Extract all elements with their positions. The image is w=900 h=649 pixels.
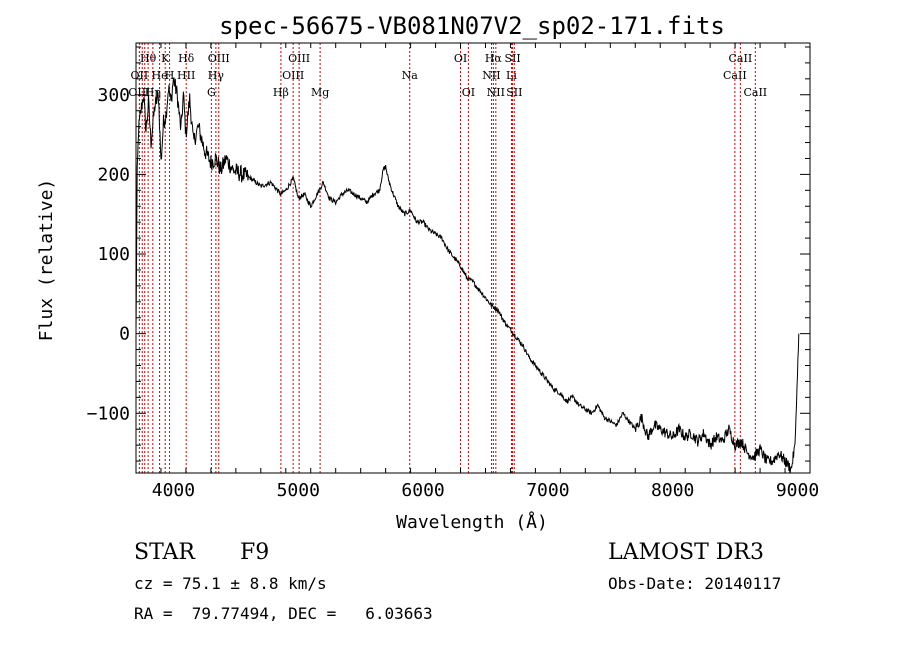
line-label: OI [454,52,467,65]
y-tick-label: 200 [97,164,130,185]
spectrum-series [135,76,800,473]
line-label: Hα [485,52,503,65]
line-label: SII [506,86,522,99]
line-label: OIII [288,52,310,65]
y-tick-label: −100 [87,403,130,424]
line-label: CaII [743,86,767,99]
sky-coordinates: RA = 79.77494, DEC = 6.03663 [134,604,433,623]
line-label: NII [487,86,505,99]
line-label: G [207,86,216,99]
line-label: Hη [145,86,161,99]
line-label: CaII [723,69,747,82]
line-label: Mg [311,86,329,99]
chart-title: spec-56675-VB081N07V2_sp02-171.fits [219,12,725,40]
plot-frame [135,42,811,474]
line-label: H [165,69,175,82]
line-label: OIII [128,86,150,99]
line-label: CaII [729,52,753,65]
y-tick-label: 0 [119,324,130,345]
y-tick-label: 100 [97,244,130,265]
plot-axes: 4000 5000 6000 7000 8000 9000 −100 0 100 200 300 [87,42,819,501]
spectral-subclass: F9 [240,540,270,565]
x-tick-label: 7000 [526,480,569,501]
x-tick-label: 9000 [776,480,819,501]
observation-date: Obs-Date: 20140117 [608,574,782,593]
line-label: HII [177,69,195,82]
line-label: Li [506,69,517,82]
x-tick-label: 6000 [401,480,444,501]
line-label: Na [402,69,419,82]
x-tick-label: 4000 [152,480,195,501]
line-label: K [161,52,170,65]
line-label: NII [482,69,500,82]
survey-name: LAMOST DR3 [608,540,764,565]
line-label: Hβ [273,86,289,99]
line-label: He [152,69,168,82]
spectrum-line [135,76,800,473]
x-tick-label: 5000 [277,480,320,501]
line-label: Hγ [208,69,225,82]
x-axis-label: Wavelength (Å) [396,511,548,533]
line-label: OII [131,69,149,82]
line-label: SII [504,52,520,65]
line-label: Hδ [178,52,195,65]
redshift-velocity: cz = 75.1 ± 8.8 km/s [134,574,327,593]
x-tick-label: 8000 [651,480,694,501]
y-tick-label: 300 [97,85,130,106]
line-label: OIII [208,52,230,65]
line-label: OIII [282,69,304,82]
object-class: STAR [134,540,195,565]
y-axis-label: Flux (relative) [36,179,57,342]
emission-line-markers [138,43,756,473]
line-label: Hθ [140,52,157,65]
line-label: OI [462,86,475,99]
